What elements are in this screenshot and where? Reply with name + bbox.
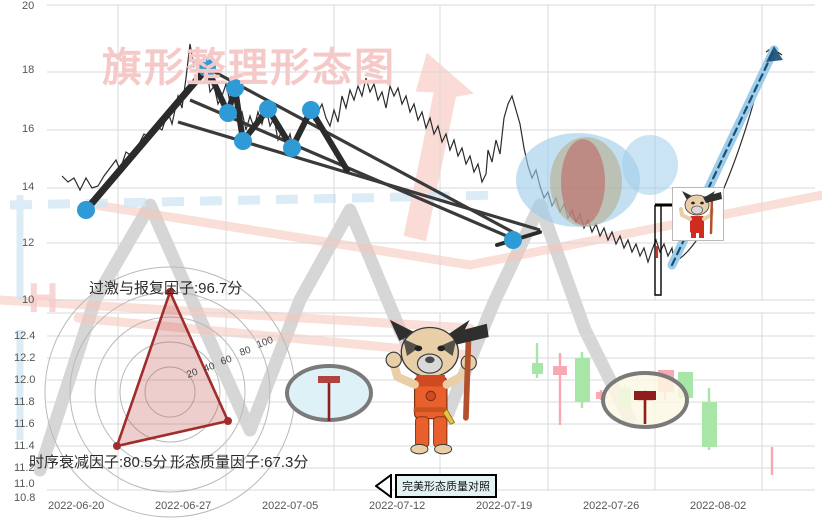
mascot-eye-left [414, 345, 423, 352]
x-tick-2: 2022-07-05 [262, 500, 319, 512]
pivot-marker [77, 201, 95, 219]
x-tick-3: 2022-07-12 [369, 500, 426, 512]
y-tick-top-14: 14 [22, 181, 35, 193]
pivot-marker-group [77, 59, 522, 249]
flagpole-line [82, 64, 211, 214]
x-tick-4: 2022-07-19 [476, 500, 533, 512]
mascot-leg-left [415, 416, 430, 448]
pivot-marker [198, 59, 216, 77]
radar-vertex [224, 417, 232, 425]
perfect-quality-callout-wrap[interactable]: 完美形态质量对照 [375, 474, 497, 498]
pivot-marker [259, 100, 277, 118]
y-tick-bot-10-8: 10.8 [14, 492, 36, 504]
mascot-arm-left [389, 359, 419, 389]
mascot-muzzle [416, 353, 443, 374]
highlight-ellipse-blue-small [622, 135, 678, 195]
radar-vertex [113, 442, 121, 450]
mascot-leg-right [433, 416, 448, 448]
mascot-thumbnail [679, 191, 722, 238]
factor-overreaction-label: 过激与报复因子:96.7分 [89, 280, 243, 297]
radar-tick-label-group: 20 40 60 80 100 [185, 335, 275, 381]
mascot-shirt [416, 375, 445, 387]
channel-mid [189, 98, 517, 242]
mascot-fist-left [385, 351, 402, 368]
y-tick-bot-12-4: 12.4 [14, 330, 36, 342]
y-tick-top-18: 18 [22, 64, 35, 76]
y-tick-bot-12-0: 12.0 [14, 374, 36, 386]
highlight-ellipse-tan [550, 137, 622, 227]
hammer-candle-right [634, 391, 656, 424]
highlight-ellipse-red [561, 139, 605, 225]
radar-tick-60: 60 [219, 354, 234, 368]
y-tick-bot-11-6: 11.6 [14, 418, 35, 430]
y-tick-bot-11-2: 11.2 [14, 462, 35, 474]
factor-time-decay-label: 时序衰减因子:80.5分 [29, 454, 168, 471]
mascot-thumbnail-frame[interactable] [672, 187, 724, 241]
candle [702, 388, 717, 450]
radar-tick-40: 40 [202, 361, 217, 375]
candle [553, 353, 567, 425]
callout-arrow-icon [375, 474, 392, 498]
breakdown-vertical [654, 205, 662, 296]
pivot-marker [219, 104, 237, 122]
y-tick-top-20: 20 [22, 0, 35, 12]
pivot-marker [283, 139, 301, 157]
y-tick-top-12: 12 [22, 237, 35, 249]
x-tick-5: 2022-07-26 [583, 500, 640, 512]
radar-vertex-group [113, 288, 232, 450]
y-tick-bot-11-4: 11.4 [14, 440, 35, 452]
mascot-hammer-handle [463, 328, 472, 421]
mascot-head-mark-left [403, 338, 421, 356]
hammer-candle-left [318, 376, 340, 421]
perfect-quality-callout[interactable]: 完美形态质量对照 [395, 474, 497, 498]
mascot-foot-left [410, 443, 429, 455]
y-tick-top-10: 10 [22, 294, 35, 306]
pattern-title-watermark: 旗形整理形态图 [102, 46, 396, 90]
mascot-eye-right [437, 345, 445, 352]
pivot-marker [226, 79, 244, 97]
x-tick-1: 2022-06-27 [155, 500, 212, 512]
pivot-marker [302, 101, 320, 119]
y-tick-top-16: 16 [22, 123, 35, 135]
pivot-marker [504, 231, 522, 249]
radar-vertex [166, 288, 174, 296]
candle [575, 352, 590, 408]
x-tick-6: 2022-08-02 [690, 500, 747, 512]
pattern-zigzag-tail [308, 107, 350, 173]
mascot-nose [425, 356, 435, 364]
mascot-foot-right [434, 443, 453, 455]
candle [532, 343, 543, 378]
pivot-marker [234, 132, 252, 150]
mascot-belt [413, 407, 448, 413]
y-tick-bot-11-8: 11.8 [14, 396, 35, 408]
mascot-button [425, 390, 436, 402]
radar-tick-80: 80 [238, 345, 253, 359]
factor-quality-label: 形态质量因子:67.3分 [170, 454, 309, 471]
y-tick-bot-12-2: 12.2 [14, 352, 36, 364]
radar-tick-20: 20 [185, 367, 200, 381]
mascot-head-mark-right [439, 338, 457, 356]
radar-polygon [115, 290, 230, 448]
mascot-hammer-head [450, 323, 489, 345]
mascot-belt-tool [442, 408, 456, 425]
y-tick-bot-11-0: 11.0 [14, 478, 35, 490]
x-tick-0: 2022-06-20 [48, 500, 105, 512]
